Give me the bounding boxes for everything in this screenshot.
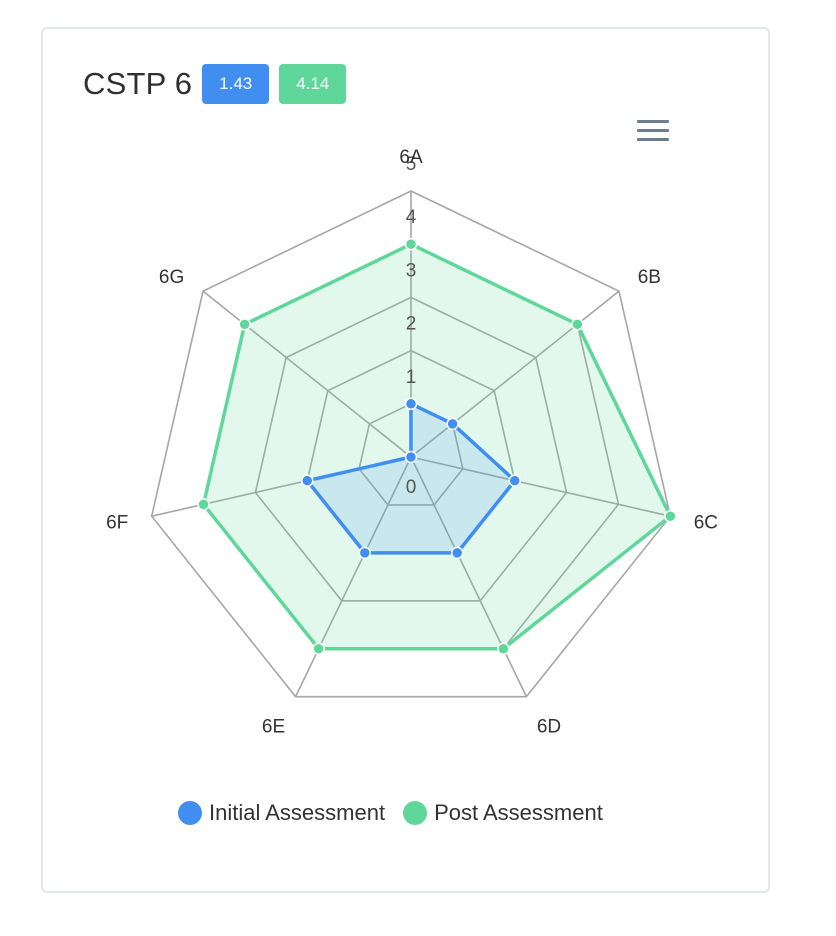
point-post-6d[interactable] bbox=[497, 642, 510, 655]
axis-label-6f: 6F bbox=[106, 513, 128, 534]
legend-item-post[interactable]: Post Assessment bbox=[403, 800, 603, 826]
series-area-post bbox=[201, 242, 673, 651]
card-header: CSTP 6 1.43 4.14 bbox=[83, 63, 347, 105]
grid-spoke-6e bbox=[294, 456, 412, 698]
grid-ring-1 bbox=[358, 402, 464, 506]
tick-label-5: 5 bbox=[406, 154, 417, 175]
card-title: CSTP 6 bbox=[83, 66, 193, 101]
initial-score-badge: 1.43 bbox=[202, 64, 270, 104]
grid-spoke-6c bbox=[410, 456, 671, 517]
tick-label-2: 2 bbox=[406, 314, 417, 335]
series-area-initial bbox=[305, 402, 517, 555]
grid-spoke-6d bbox=[410, 456, 528, 698]
point-initial-6g[interactable] bbox=[404, 450, 418, 464]
tick-label-1: 1 bbox=[406, 367, 417, 388]
chart-legend: Initial Assessment Post Assessment bbox=[178, 800, 621, 826]
legend-label-initial: Initial Assessment bbox=[209, 800, 386, 825]
point-initial-6d[interactable] bbox=[450, 546, 464, 560]
point-post-6e[interactable] bbox=[312, 642, 325, 655]
point-initial-6c[interactable] bbox=[508, 474, 521, 487]
legend-dot-initial bbox=[178, 801, 202, 825]
point-post-6c[interactable] bbox=[664, 509, 677, 523]
tick-label-4: 4 bbox=[406, 207, 417, 228]
legend-dot-post bbox=[403, 801, 428, 825]
grid-spoke-6b bbox=[410, 290, 620, 458]
point-initial-6a[interactable] bbox=[404, 397, 418, 411]
axis-label-6c: 6C bbox=[694, 513, 718, 534]
point-post-6a[interactable] bbox=[404, 237, 418, 251]
axis-labels: 6A 6B 6C 6D 6E 6F 6G bbox=[106, 147, 718, 737]
point-post-6b[interactable] bbox=[571, 318, 584, 331]
grid-ring-5 bbox=[150, 190, 672, 698]
point-initial-6f[interactable] bbox=[301, 474, 314, 487]
hamburger-menu-icon[interactable] bbox=[637, 120, 669, 144]
legend-label-post: Post Assessment bbox=[434, 800, 603, 825]
axis-label-6e: 6E bbox=[262, 716, 285, 737]
tick-label-0: 0 bbox=[406, 477, 417, 498]
radial-tick-labels: 0 1 2 3 4 5 bbox=[406, 154, 417, 498]
post-score-badge: 4.14 bbox=[279, 64, 347, 104]
grid-spoke-6g bbox=[202, 290, 412, 458]
legend-item-initial[interactable]: Initial Assessment bbox=[178, 800, 385, 826]
axis-label-6d: 6D bbox=[537, 716, 561, 737]
axis-label-6a: 6A bbox=[399, 147, 423, 168]
point-initial-6b[interactable] bbox=[446, 417, 459, 431]
point-initial-6e[interactable] bbox=[358, 546, 372, 560]
tick-label-3: 3 bbox=[406, 260, 417, 281]
point-post-6g[interactable] bbox=[238, 318, 251, 331]
axis-label-6b: 6B bbox=[638, 267, 661, 288]
radar-series bbox=[197, 237, 677, 655]
grid-ring-3 bbox=[254, 296, 568, 602]
point-post-6f[interactable] bbox=[197, 498, 210, 511]
axis-label-6g: 6G bbox=[159, 267, 184, 288]
